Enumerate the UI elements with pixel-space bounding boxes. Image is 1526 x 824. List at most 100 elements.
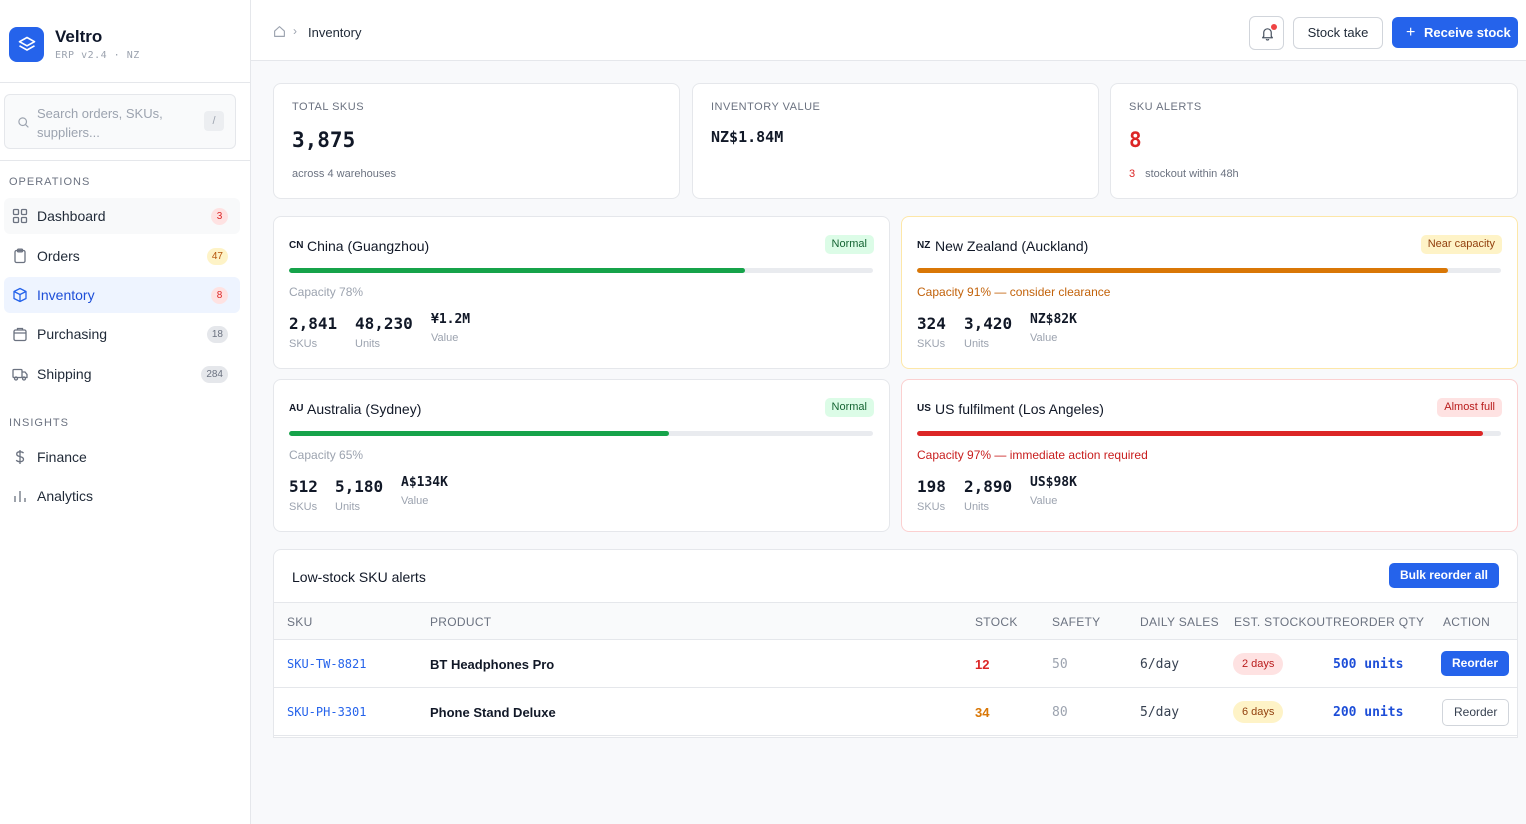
skus-label: SKUs	[289, 501, 318, 513]
stock-take-button[interactable]: Stock take	[1293, 17, 1383, 49]
table-row[interactable]: SKU-TW-8821 BT Headphones Pro 12 50 6/da…	[274, 640, 1517, 688]
capacity-bar-fill	[917, 268, 1449, 273]
value-stat: A$134K Value	[401, 475, 448, 507]
layers-logo-icon[interactable]	[9, 27, 44, 62]
stat-value: 3,875	[292, 128, 356, 152]
count-badge: 284	[201, 365, 228, 383]
breadcrumb-current: Inventory	[308, 25, 362, 40]
warehouse-card-cn[interactable]: CN China (Guangzhou) Normal Capacity 78%…	[273, 216, 890, 369]
count-badge: 18	[206, 325, 228, 343]
sidebar-item-purchasing[interactable]: Purchasing 18	[4, 316, 240, 352]
table-header: SKU PRODUCT STOCK SAFETY DAILY SALES EST…	[274, 602, 1517, 640]
column-header-stock[interactable]: STOCK	[975, 615, 1018, 629]
sku-link[interactable]: SKU-PH-3301	[287, 705, 367, 719]
sidebar-item-label: Inventory	[37, 287, 95, 303]
stat-subtext: 3 stockout within 48h	[1129, 168, 1239, 180]
table-title: Low-stock SKU alerts	[292, 569, 426, 585]
sidebar-item-dashboard[interactable]: Dashboard 3	[4, 198, 240, 234]
brand-name: Veltro	[55, 27, 103, 46]
value-label: Value	[401, 495, 429, 507]
sidebar-item-label: Dashboard	[37, 208, 106, 224]
units-stat: 48,230 Units	[355, 314, 413, 350]
skus-stat: 512 SKUs	[289, 477, 318, 513]
bar-chart-icon	[14, 491, 26, 502]
truck-icon	[12, 368, 28, 381]
stat-label: INVENTORY VALUE	[711, 101, 821, 113]
sidebar-item-analytics[interactable]: Analytics	[4, 478, 240, 514]
warehouse-card-nz[interactable]: NZ New Zealand (Auckland) Near capacity …	[901, 216, 1518, 369]
reorder-button[interactable]: Reorder	[1441, 651, 1510, 676]
capacity-bar-fill	[289, 431, 669, 436]
units-label: Units	[355, 338, 381, 350]
reorder-button[interactable]: Reorder	[1442, 699, 1510, 726]
notifications-button[interactable]	[1249, 16, 1284, 50]
table-row[interactable]: SKU-PH-3301 Phone Stand Deluxe 34 80 5/d…	[274, 688, 1517, 736]
value-stat: US$98K Value	[1030, 475, 1077, 507]
sidebar-item-label: Shipping	[37, 366, 92, 382]
column-header-safety[interactable]: SAFETY	[1052, 615, 1101, 629]
value-value: US$98K	[1030, 475, 1077, 490]
sidebar-item-orders[interactable]: Orders 47	[4, 238, 240, 274]
capacity-text: Capacity 65%	[289, 448, 364, 462]
stat-subtext: across 4 warehouses	[292, 168, 396, 180]
sidebar-item-shipping[interactable]: Shipping 284	[4, 356, 240, 392]
column-header-daily-sales[interactable]: DAILY SALES	[1140, 615, 1219, 629]
warehouse-name: China (Guangzhou)	[307, 238, 430, 254]
sidebar-item-inventory[interactable]: Inventory 8	[4, 277, 240, 313]
skus-value: 512	[289, 477, 318, 496]
column-header-sku[interactable]: SKU	[287, 615, 313, 629]
bulk-reorder-button[interactable]: Bulk reorder all	[1388, 563, 1499, 588]
skus-stat: 198 SKUs	[917, 477, 946, 513]
column-header-action: ACTION	[1443, 615, 1491, 629]
units-value: 2,890	[964, 477, 1013, 496]
nav-section-operations: OPERATIONS	[9, 176, 91, 188]
home-icon[interactable]	[273, 25, 286, 38]
stat-card-inventory-value: INVENTORY VALUE NZ$1.84M	[692, 83, 1099, 199]
capacity-bar	[289, 268, 873, 273]
value-label: Value	[1030, 332, 1058, 344]
units-value: 48,230	[355, 314, 413, 333]
value-stat: NZ$82K Value	[1030, 312, 1077, 344]
stock-value: 34	[975, 705, 990, 720]
sidebar-item-finance[interactable]: Finance	[4, 439, 240, 475]
reorder-qty: 200 units	[1333, 705, 1404, 720]
sidebar-item-label: Purchasing	[37, 326, 108, 342]
brand-subtitle: ERP v2.4 · NZ	[55, 50, 140, 61]
warehouse-card-au[interactable]: AU Australia (Sydney) Normal Capacity 65…	[273, 379, 890, 532]
capacity-text: Capacity 97% — immediate action required	[917, 448, 1148, 462]
safety-value: 50	[1052, 657, 1068, 672]
column-header-reorder-qty[interactable]: REORDER QTY	[1333, 615, 1425, 629]
skus-stat: 2,841 SKUs	[289, 314, 337, 350]
stat-card-sku-alerts: SKU ALERTS 8 3 stockout within 48h	[1110, 83, 1518, 199]
units-stat: 2,890 Units	[964, 477, 1012, 513]
skus-value: 198	[917, 477, 946, 496]
value-stat: ¥1.2M Value	[431, 312, 470, 344]
sidebar-item-label: Finance	[37, 449, 87, 465]
search-input[interactable]: Search orders, SKUs, suppliers... /	[4, 94, 236, 149]
column-header-est-stockout[interactable]: EST. STOCKOUT	[1234, 615, 1334, 629]
value-value: ¥1.2M	[431, 312, 471, 327]
reorder-qty: 500 units	[1333, 657, 1404, 672]
product-name: Phone Stand Deluxe	[430, 705, 556, 720]
units-value: 5,180	[335, 477, 384, 496]
value-value: A$134K	[401, 475, 448, 490]
country-code: CN	[289, 240, 304, 251]
capacity-text: Capacity 78%	[289, 285, 364, 299]
count-badge: 47	[206, 247, 228, 265]
warehouse-card-us[interactable]: US US fulfilment (Los Angeles) Almost fu…	[901, 379, 1518, 532]
receive-stock-button[interactable]: + Receive stock	[1392, 17, 1518, 48]
stat-label: TOTAL SKUS	[292, 101, 365, 113]
units-stat: 5,180 Units	[335, 477, 383, 513]
column-header-product[interactable]: PRODUCT	[430, 615, 492, 629]
brand: Veltro ERP v2.4 · NZ	[0, 0, 250, 83]
units-stat: 3,420 Units	[964, 314, 1012, 350]
count-badge: 8	[211, 286, 228, 304]
value-label: Value	[431, 332, 459, 344]
skus-label: SKUs	[917, 501, 946, 513]
box-icon	[13, 287, 27, 303]
country-code: AU	[289, 403, 304, 414]
warehouse-name: Australia (Sydney)	[307, 401, 422, 417]
receive-stock-label: Receive stock	[1424, 25, 1511, 40]
sku-link[interactable]: SKU-TW-8821	[287, 657, 367, 671]
units-label: Units	[335, 501, 361, 513]
